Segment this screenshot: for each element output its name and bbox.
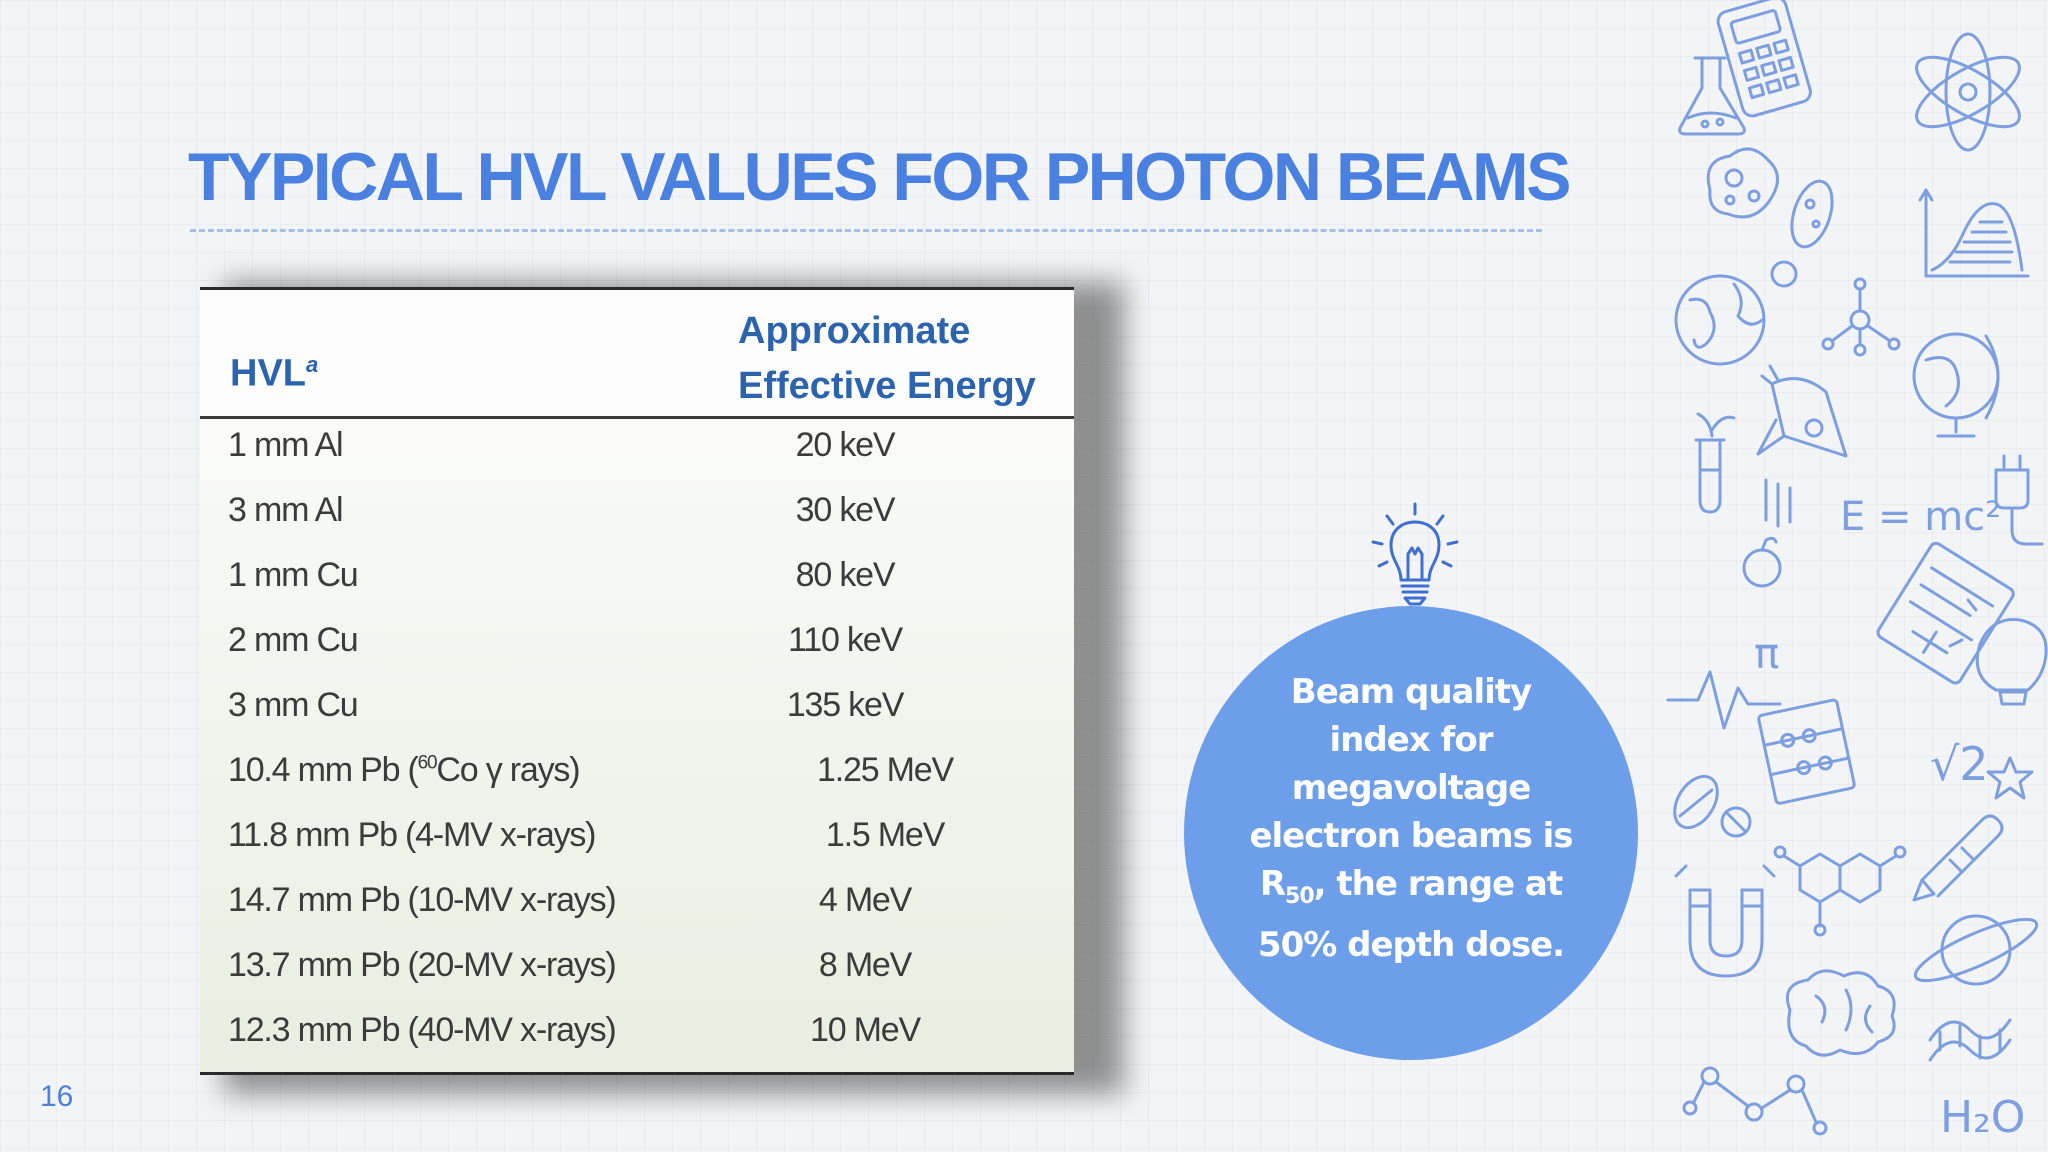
water-doodle: H₂O <box>1940 1092 2025 1143</box>
flask-icon <box>1678 56 1746 136</box>
cell-hvl: 13.7 mm Pb (20-MV x-rays) <box>228 946 617 984</box>
page-number: 16 <box>40 1080 74 1113</box>
cell-energy: 8 MeV <box>818 946 912 984</box>
science-doodles: E = mc² √2 π H₂O <box>1666 0 2048 1143</box>
title-divider <box>190 229 1542 232</box>
cell-hvl: 1 mm Cu <box>228 556 359 594</box>
table-row: 1 mm Cu 80 keV <box>200 546 1074 611</box>
test-tube-icon <box>1694 412 1736 514</box>
cell-hvl: 3 mm Cu <box>228 686 359 724</box>
lightbulb-icon <box>1371 502 1459 606</box>
header-effective-energy: Approximate Effective Energy <box>738 310 1036 407</box>
table-row: 11.8 mm Pb (4-MV x-rays) 1.5 MeV <box>200 806 1074 871</box>
cell-hvl: 12.3 mm Pb (40-MV x-rays) <box>228 1011 617 1049</box>
table-row: 2 mm Cu 110 keV <box>200 611 1074 676</box>
atom-icon <box>1915 32 2021 152</box>
molecule-chain-icon <box>1682 1066 1828 1136</box>
root-doodle: √2 <box>1930 737 1989 791</box>
cell-energy: 110 keV <box>788 621 903 659</box>
cell-hvl: 2 mm Cu <box>228 621 359 659</box>
star-icon <box>1986 756 2034 800</box>
cell-hvl: 11.8 mm Pb (4-MV x-rays) <box>228 816 596 854</box>
bacteria-icon <box>1706 147 1834 249</box>
table-row: 10.4 mm Pb (60Co γ rays) 1.25 MeV <box>200 741 1074 806</box>
cell-hvl: 14.7 mm Pb (10-MV x-rays) <box>228 881 617 919</box>
slide-title: TYPICAL HVL VALUES FOR PHOTON BEAMS <box>188 139 1571 215</box>
graph-icon <box>1918 188 2030 278</box>
brain-icon <box>1785 969 1896 1057</box>
pi-doodle: π <box>1754 629 1779 678</box>
cell-energy: 1.25 MeV <box>817 751 954 789</box>
cell-hvl: 10.4 mm Pb (60Co γ rays) <box>228 751 581 789</box>
table-header: HVLa Approximate Effective Energy <box>200 290 1074 419</box>
planet-icon <box>1913 914 2039 986</box>
hexagon-molecule-icon <box>1773 845 1907 937</box>
lightbulb-small-icon <box>1948 598 2048 706</box>
cell-energy: 30 keV <box>795 491 896 529</box>
book-icon <box>1876 541 2015 685</box>
thermometer-icon <box>1912 814 2004 902</box>
table-row: 12.3 mm Pb (40-MV x-rays) 10 MeV <box>200 1001 1074 1066</box>
heartbeat-icon <box>1666 670 1782 730</box>
molecule-icon <box>1821 277 1901 357</box>
header-footnote-mark: a <box>306 352 319 377</box>
abacus-icon <box>1757 698 1856 805</box>
table-row: 13.7 mm Pb (20-MV x-rays) 8 MeV <box>200 936 1074 1001</box>
cell-energy: 20 keV <box>795 426 896 464</box>
plug-icon <box>1994 454 2044 546</box>
cell-energy: 1.5 MeV <box>825 816 945 854</box>
table-row: 14.7 mm Pb (10-MV x-rays) 4 MeV <box>200 871 1074 936</box>
cell-energy: 80 keV <box>795 556 896 594</box>
cell-hvl: 3 mm Al <box>228 491 344 529</box>
globe-icon <box>1674 260 1798 366</box>
pills-icon <box>1673 774 1752 838</box>
cell-energy: 135 keV <box>786 686 905 724</box>
cell-energy: 4 MeV <box>818 881 912 919</box>
cell-hvl: 1 mm Al <box>228 426 344 464</box>
rocket-icon <box>1756 364 1848 458</box>
cell-energy: 10 MeV <box>810 1011 921 1049</box>
table-row: 3 mm Cu 135 keV <box>200 676 1074 741</box>
table-row: 3 mm Al 30 keV <box>200 481 1074 546</box>
magnet-icon <box>1674 864 1776 978</box>
desk-globe-icon <box>1912 332 2000 438</box>
table-row: 1 mm Al 20 keV <box>200 416 1074 481</box>
beam-quality-note: Beam quality index for megavoltage elect… <box>1184 606 1638 1060</box>
calculator-icon <box>1716 0 1812 118</box>
apple-icon <box>1742 478 1792 588</box>
header-hvl: HVLa <box>230 352 319 395</box>
hvl-table: HVLa Approximate Effective Energy 1 mm A… <box>200 287 1074 1075</box>
dna-icon <box>1928 1018 2012 1062</box>
equation-doodle: E = mc² <box>1840 494 2001 540</box>
